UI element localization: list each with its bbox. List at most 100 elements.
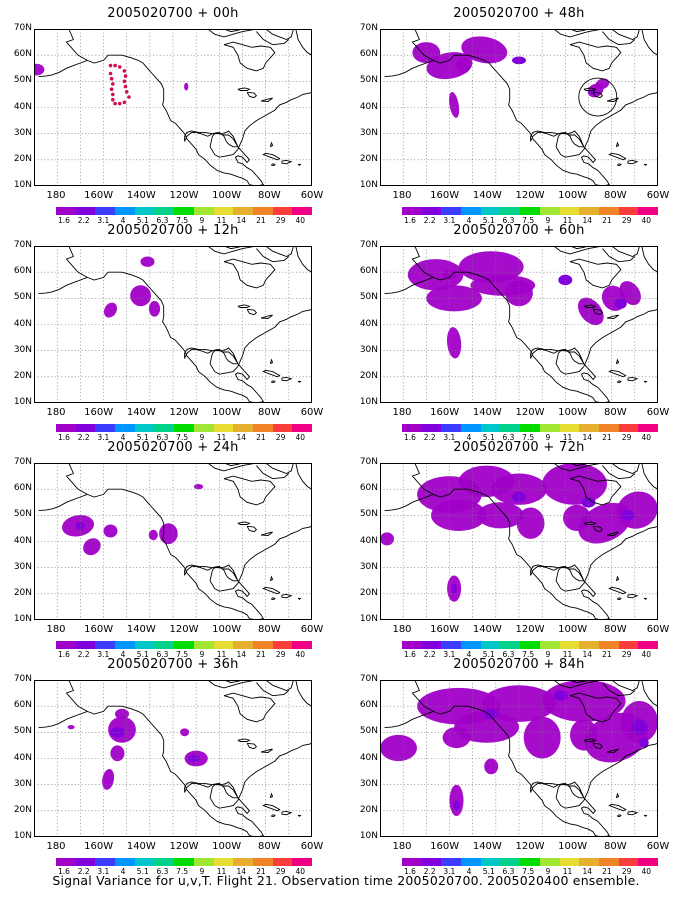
lon-tick-label: 140W [472,407,502,418]
lon-tick-label: 100W [558,407,588,418]
lat-tick-label: 40N [359,318,378,329]
colorbar-label: 14 [236,867,246,876]
colorbar-swatch [520,858,540,866]
lat-tick-label: 30N [359,127,378,138]
colorbar-label: 7.5 [522,216,535,225]
lon-tick-label: 120W [515,841,545,852]
signal-blob [491,473,547,505]
colorbar-swatch [213,858,234,866]
signal-blob [449,91,460,118]
signal-variance-field [407,251,641,359]
lat-tick-label: 60N [359,483,378,494]
colorbar-label: 3.1 [443,867,456,876]
colorbar-label: 9 [199,216,205,225]
lat-tick-label: 30N [13,561,32,572]
colorbar-swatch [292,858,312,866]
colorbar-swatch [174,207,194,215]
colorbar-label: 11 [562,433,573,442]
signal-core [589,89,597,95]
colorbar [402,424,658,432]
map-frame [34,680,312,837]
lon-tick-label: 160W [430,407,460,418]
signal-blob [442,727,471,749]
map-panel-00h: 2005020700 + 00h 70N 60N 50N 40N 30N 20N 10N 180… [0,0,346,225]
colorbar-swatch [579,858,599,866]
colorbar-label: 40 [295,867,306,876]
panel-title: 2005020700 + 36h [107,657,239,672]
colorbar-label: 29 [275,433,286,442]
lat-tick-label: 40N [13,752,32,763]
colorbar-swatch [75,424,96,432]
signal-blob [426,285,482,312]
colorbar-swatch [134,207,155,215]
lat-tick-label: 20N [359,153,378,164]
panel-title: 2005020700 + 72h [453,440,585,455]
lon-tick-label: 180 [392,407,412,418]
map-frame [34,29,312,186]
figure-caption: Signal Variance for u,v,T. Flight 21. Ob… [52,873,640,888]
colorbar-swatch [272,424,293,432]
map-frame [380,246,658,403]
colorbar-label: 29 [621,650,632,659]
lat-tick-label: 50N [13,509,32,520]
colorbar [56,641,312,649]
signal-blob [103,524,118,538]
signal-blob [477,502,524,529]
colorbar-label: 9 [545,650,551,659]
panel-title: 2005020700 + 84h [453,657,585,672]
map-frame [380,680,658,837]
colorbar-swatch [154,207,175,215]
colorbar-label: 6.3 [156,433,169,442]
lat-tick-label: 20N [13,587,32,598]
colorbar-swatch [56,641,76,649]
signal-blob [130,285,152,307]
lat-tick-label: 10N [13,180,32,190]
colorbar-swatch [638,207,658,215]
colorbar-swatch [638,641,658,649]
colorbar-swatch [134,858,155,866]
colorbar-label: 1.6 [404,650,416,659]
colorbar-label: 3.1 [443,433,456,442]
colorbar-swatch [500,858,521,866]
colorbar-label: 6.3 [502,867,515,876]
colorbar-label: 7.5 [522,867,535,876]
graticule [380,463,658,620]
signal-variance-field [103,256,161,318]
signal-blob [442,269,457,280]
lon-tick-label: 60W [300,190,324,201]
lon-tick-label: 140W [126,624,156,635]
lat-tick-label: 20N [359,804,378,815]
lat-tick-label: 70N [13,457,32,467]
colorbar-swatch [233,858,253,866]
colorbar-swatch [539,641,560,649]
map-plot [380,246,658,403]
lat-tick-label: 20N [359,370,378,381]
colorbar-label: 1.6 [58,650,70,659]
signal-blob [449,784,464,817]
colorbar-label: 9 [545,216,551,225]
colorbar [56,424,312,432]
colorbar-swatch [95,641,116,649]
colorbar-label: 9 [545,433,551,442]
lon-tick-label: 180 [46,841,66,852]
lon-tick-label: 80W [258,190,281,201]
colorbar-label: 6.3 [156,867,169,876]
colorbar-label: 1.6 [404,433,416,442]
lat-tick-label: 60N [13,700,32,711]
lat-tick-label: 70N [359,23,378,33]
colorbar-swatch [480,641,501,649]
coastline [384,246,658,403]
colorbar-label: 11 [562,216,573,225]
colorbar-label: 4 [466,650,472,659]
lon-tick-label: 180 [392,841,412,852]
colorbar-label: 14 [582,216,592,225]
colorbar-swatch [559,207,580,215]
lon-tick-label: 120W [515,190,545,201]
flight-track [108,63,131,106]
colorbar-label: 14 [236,650,246,659]
lon-tick-label: 140W [472,624,502,635]
colorbar-swatch [480,207,501,215]
colorbar-swatch [272,641,293,649]
signal-blob [516,507,545,539]
colorbar-swatch [402,207,422,215]
